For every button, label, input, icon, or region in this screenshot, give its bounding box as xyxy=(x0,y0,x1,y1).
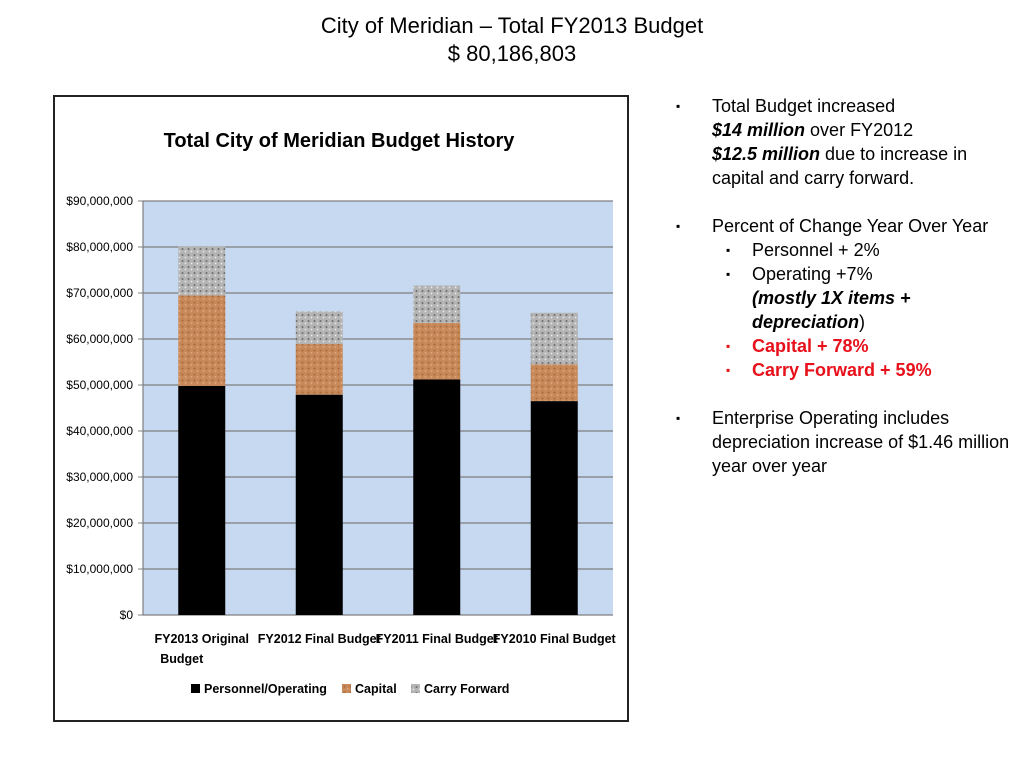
budget-history-chart: Total City of Meridian Budget History $0… xyxy=(53,95,629,722)
bullet-list: ▪ Total Budget increased $14 million ove… xyxy=(672,94,1012,502)
bar-segment-capital xyxy=(295,344,343,395)
sub-bullet-text: Carry Forward + 59% xyxy=(752,360,932,380)
sub-bullet-emphasis: (mostly 1X items + depreciation xyxy=(752,288,911,332)
bullet-text: Enterprise Operating includes depreciati… xyxy=(712,408,1010,476)
sub-bullet-personnel: ▪ Personnel + 2% xyxy=(712,238,1012,262)
bullet-marker: ▪ xyxy=(726,363,731,377)
bullet-percent-change: ▪ Percent of Change Year Over Year ▪ Per… xyxy=(672,214,1012,382)
chart-title: Total City of Meridian Budget History xyxy=(164,130,516,152)
bullet-text: Total Budget increased xyxy=(712,96,896,116)
sub-bullet-text: Personnel + 2% xyxy=(752,240,880,260)
plot-area: $0 $10,000,000 $20,000,000 $30,000,000 $40,0… xyxy=(66,194,616,666)
bar-segment-carry-forward xyxy=(530,312,578,365)
bar-segment-carry-forward xyxy=(178,246,226,296)
slide-title: City of Meridian – Total FY2013 Budget xyxy=(320,13,704,38)
y-tick-label: $0 xyxy=(120,608,134,622)
legend-swatch xyxy=(191,684,200,693)
sub-bullet-operating: ▪ Operating +7% (mostly 1X items + depre… xyxy=(712,262,1012,334)
chart-legend: Personnel/Operating Capital Carry Forward xyxy=(191,682,509,696)
sub-bullet-text: Operating +7% xyxy=(752,264,873,284)
x-tick-label: FY2012 Final Budget xyxy=(258,632,382,646)
sub-bullet-carry-forward: ▪ Carry Forward + 59% xyxy=(712,358,1012,382)
bar-segment-carry-forward xyxy=(295,311,343,345)
bullet-enterprise: ▪ Enterprise Operating includes deprecia… xyxy=(672,406,1012,478)
bullet-emphasis: $14 million xyxy=(712,120,806,140)
y-tick-label: $50,000,000 xyxy=(66,378,133,392)
bar-segment-carry-forward xyxy=(413,285,461,323)
bullet-text: due to increase in capital and carry for… xyxy=(712,144,968,188)
y-tick-label: $90,000,000 xyxy=(66,194,133,208)
x-tick-label: Budget xyxy=(160,652,204,666)
bullet-marker: ▪ xyxy=(676,219,681,233)
bar-segment-personnel-operating xyxy=(295,394,343,615)
x-tick-label: FY2010 Final Budget xyxy=(493,632,617,646)
x-tick-label: FY2011 Final Budget xyxy=(376,632,499,646)
sub-bullet-text: Capital + 78% xyxy=(752,336,869,356)
bar-segment-personnel-operating xyxy=(530,401,578,615)
legend-swatch xyxy=(411,684,420,693)
bullet-text: Percent of Change Year Over Year xyxy=(712,216,989,236)
y-tick-label: $20,000,000 xyxy=(66,516,133,530)
y-tick-label: $10,000,000 xyxy=(66,562,133,576)
bullet-budget-increase: ▪ Total Budget increased $14 million ove… xyxy=(672,94,1012,190)
y-tick-label: $40,000,000 xyxy=(66,424,133,438)
bullet-marker: ▪ xyxy=(726,243,731,257)
y-tick-label: $70,000,000 xyxy=(66,286,133,300)
legend-label: Carry Forward xyxy=(424,682,509,696)
bullet-text: over FY2012 xyxy=(805,120,914,140)
bullet-marker: ▪ xyxy=(676,411,681,425)
y-tick-label: $80,000,000 xyxy=(66,240,133,254)
bullet-marker: ▪ xyxy=(676,99,681,113)
legend-swatch xyxy=(342,684,351,693)
bar-segment-capital xyxy=(178,295,226,386)
legend-label: Capital xyxy=(355,682,397,696)
legend-label: Personnel/Operating xyxy=(204,682,327,696)
y-tick-label: $30,000,000 xyxy=(66,470,133,484)
bullet-emphasis: $12.5 million xyxy=(712,144,821,164)
bar-segment-personnel-operating xyxy=(413,379,461,615)
sub-bullet-text: ) xyxy=(859,312,866,332)
slide-subtitle-total: $ 80,186,803 xyxy=(447,41,577,66)
y-tick-label: $60,000,000 xyxy=(66,332,133,346)
bar-segment-capital xyxy=(530,364,578,402)
x-tick-label: FY2013 Original xyxy=(155,632,249,646)
chart-svg: Total City of Meridian Budget History $0… xyxy=(66,130,616,696)
bar-segment-personnel-operating xyxy=(178,385,226,615)
bullet-marker: ▪ xyxy=(726,267,731,281)
bar-segment-capital xyxy=(413,322,461,380)
sub-bullet-capital: ▪ Capital + 78% xyxy=(712,334,1012,358)
bullet-marker: ▪ xyxy=(726,339,731,353)
